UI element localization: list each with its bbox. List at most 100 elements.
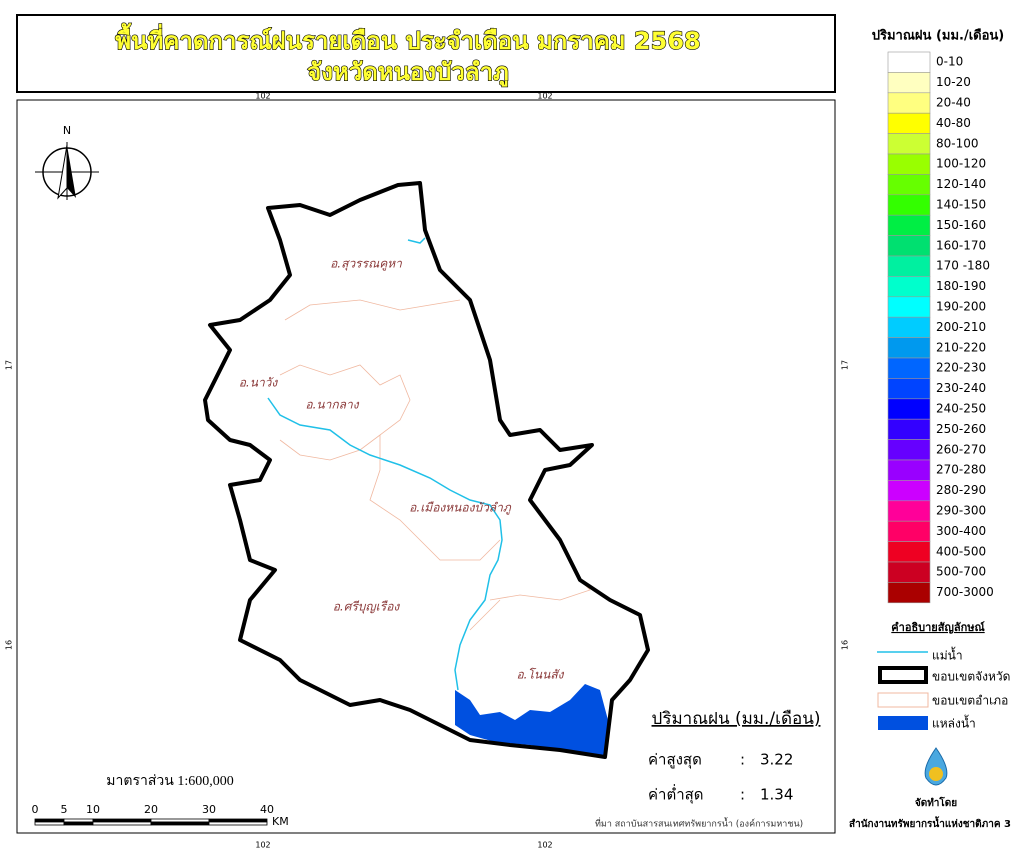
symbol-label: แหล่งน้ำ [932,715,976,731]
legend-label: 240-250 [936,402,986,416]
stats-value: 1.34 [760,786,793,804]
legend-label: 40-80 [936,116,971,130]
north-arrow: N [35,124,99,200]
legend-label: 210-220 [936,340,986,354]
legend-label: 200-210 [936,320,986,334]
legend-swatch [887,255,931,277]
legend-swatch [887,235,931,257]
subtitle: จังหวัดหนองบัวลำภู [307,58,509,87]
grid-label: 102 [255,92,270,101]
district-label: อ.สุวรรณคูหา [330,257,403,272]
scale-tick-label: 40 [260,803,274,816]
symbol-label: ขอบเขตจังหวัด [932,670,1010,684]
legend-swatch [887,194,931,216]
legend-label: 250-260 [936,422,986,436]
legend-swatch [887,316,931,338]
legend-swatch [887,398,931,420]
legend-swatch [887,378,931,400]
scale-tick-label: 0 [32,803,39,816]
province-boundary [203,181,650,759]
legend-title: ปริมาณฝน (มม./เดือน) [872,28,1004,44]
legend-label: 10-20 [936,75,971,89]
legend-swatch [887,500,931,522]
grid-label: 16 [841,640,850,650]
legend-swatch [887,72,931,94]
legend-label: 170 -180 [936,259,990,273]
legend-label: 270-280 [936,463,986,477]
stats-label: ค่าต่ำสุด [648,784,704,805]
legend-label: 280-290 [936,483,986,497]
legend-swatch [887,418,931,440]
legend-label: 140-150 [936,198,986,212]
legend-label: 160-170 [936,238,986,252]
grid-label: 17 [5,360,14,370]
legend-label: 80-100 [936,136,979,150]
legend-swatch [887,296,931,318]
legend-swatch [887,133,931,155]
logo [924,747,948,786]
legend-label: 120-140 [936,177,986,191]
rain-legend: 0-10 10-20 20-40 40-80 80-100 100-120 120-140 1… [887,51,994,604]
scale-segment [63,821,94,826]
scale-tick-label: 20 [144,803,158,816]
legend-swatch [887,520,931,542]
legend-swatch [887,174,931,196]
legend-label: 220-230 [936,361,986,375]
district-label: อ.นาวัง [239,376,279,390]
legend-swatch [887,112,931,134]
scale-bar: 0 5 10 20 30 40 [32,803,274,826]
district-boundaries [279,299,591,631]
scale-segment [34,821,65,826]
river [407,237,426,244]
scale-tick-label: 5 [61,803,68,816]
credit-label: จัดทำโดย [915,796,957,809]
legend-label: 400-500 [936,544,986,558]
legend-label: 300-400 [936,524,986,538]
legend-label: 700-3000 [936,585,994,599]
legend-swatch [887,357,931,379]
stats-sep: : [740,751,745,769]
stats-sep: : [740,786,745,804]
scale-segment [208,818,268,823]
legend-swatch [887,582,931,604]
legend-label: 260-270 [936,442,986,456]
legend-swatch [887,480,931,502]
symbol-province [878,666,928,684]
legend-label: 500-700 [936,565,986,579]
credit-org: สำนักงานทรัพยากรน้ำแห่งชาติภาค 3 [849,816,1011,830]
legend-label: 100-120 [936,157,986,171]
scale-tick-label: 10 [86,803,100,816]
symbol-water [878,716,928,730]
scale-segment [92,821,152,826]
legend-label: 290-300 [936,504,986,518]
legend-swatch [887,276,931,298]
legend-swatch [887,153,931,175]
district-label: อ.ศรีบุญเรือง [333,600,401,615]
source: ที่มา สถาบันสารสนเทศทรัพยากรน้ำ (องค์การ… [595,817,803,830]
scale-segment [150,821,210,826]
legend-label: 150-160 [936,218,986,232]
symbol-district [877,692,929,708]
symbol-legend-title: คำอธิบายสัญลักษณ์ [891,621,985,634]
legend-label: 190-200 [936,300,986,314]
legend-label: 20-40 [936,96,971,110]
scale-segment [92,818,152,823]
stats-label: ค่าสูงสุด [648,751,702,770]
grid-label: 102 [537,92,552,101]
grid-label: 17 [841,360,850,370]
symbol-label: แม่น้ำ [932,647,963,663]
scale-segment [150,818,210,823]
stats-title: ปริมาณฝน (มม./เดือน) [652,709,821,729]
legend-label: 0-10 [936,55,963,69]
scale-unit: KM [272,815,289,828]
scale-segment [208,821,268,826]
legend-swatch [887,51,931,73]
water-body [455,684,608,755]
district-label: อ.โนนสัง [516,668,564,682]
district-label: อ.เมืองหนองบัวลำภู [409,501,512,516]
legend-swatch [887,459,931,481]
legend-swatch [887,214,931,236]
legend-swatch [887,92,931,114]
grid-label: 16 [5,640,14,650]
